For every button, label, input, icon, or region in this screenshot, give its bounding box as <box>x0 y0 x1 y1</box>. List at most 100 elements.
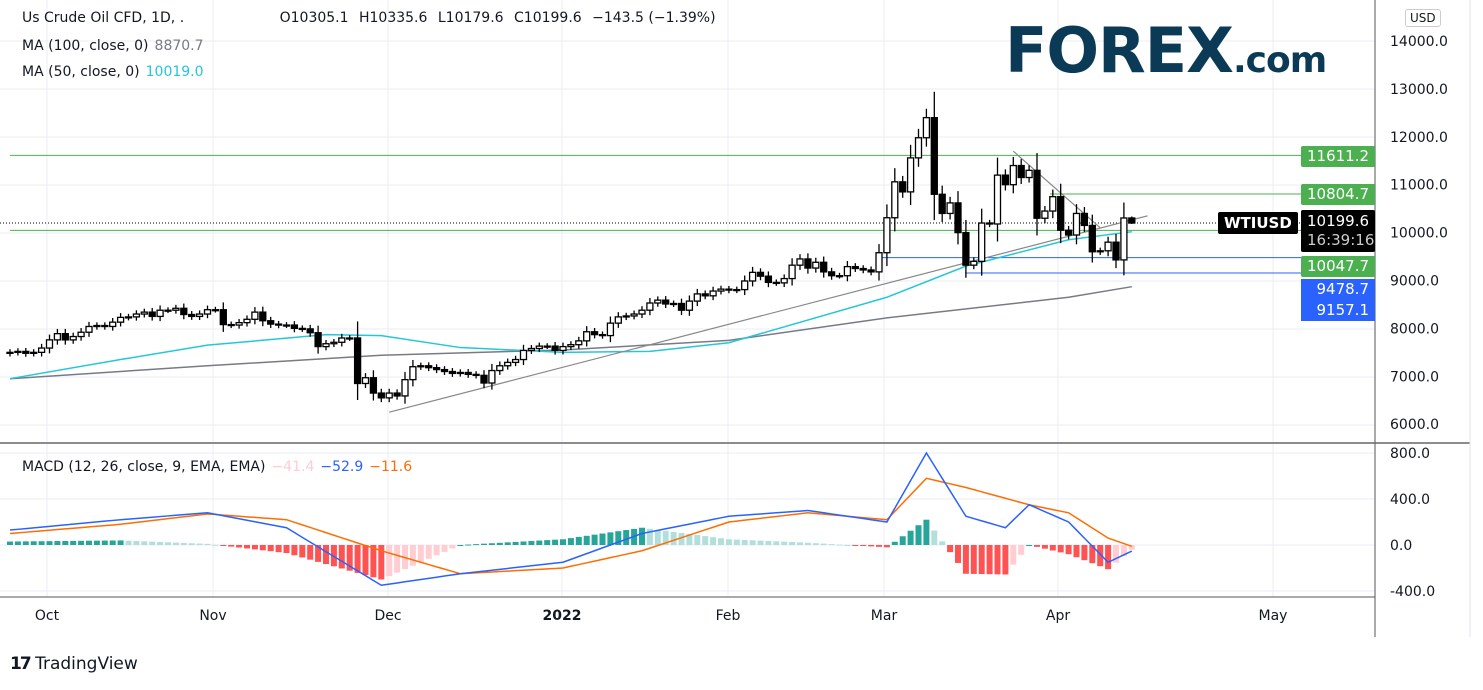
candle-body <box>195 313 204 318</box>
candle-body <box>835 275 844 278</box>
candle <box>124 313 133 321</box>
candle <box>527 345 536 354</box>
candle-body <box>756 271 765 277</box>
candle <box>1112 233 1120 269</box>
candle-body <box>764 275 773 284</box>
candle <box>606 316 615 343</box>
macd-histogram-bar <box>101 540 108 545</box>
candle <box>1017 159 1025 184</box>
candle <box>101 322 109 330</box>
candle-body <box>1080 212 1089 227</box>
macd-histogram-bar <box>93 540 100 545</box>
ohlc-open: O10305.1 <box>279 10 349 26</box>
candle-body <box>820 261 828 273</box>
candle-body <box>622 315 630 318</box>
macd-histogram-bar <box>836 544 843 546</box>
candle-body <box>425 365 433 369</box>
macd-line <box>9 451 1133 587</box>
candle-body <box>906 157 915 193</box>
price-tick-label: 12000.0 <box>1390 130 1448 146</box>
macd-histogram-bar <box>1057 545 1064 553</box>
macd-histogram-bar <box>14 541 21 545</box>
candle-body <box>1072 212 1081 236</box>
macd-histogram-bar <box>970 545 977 574</box>
macd-tick-label: 800.0 <box>1390 446 1430 462</box>
macd-histogram-bar <box>520 541 527 545</box>
candle-body <box>669 302 678 306</box>
candle <box>132 310 141 321</box>
candle-body <box>338 337 346 343</box>
candle-body <box>1057 196 1065 231</box>
macd-legend[interactable]: MACD (12, 26, close, 9, EMA, EMA) −41.4 −5… <box>22 459 418 475</box>
macd-histogram-bar <box>133 541 140 545</box>
macd-histogram-bar <box>354 545 361 573</box>
macd-histogram-bar <box>907 530 914 545</box>
candle <box>195 310 204 321</box>
time-tick-label: Dec <box>374 608 401 624</box>
candle-body <box>709 290 717 297</box>
macd-histogram-bar <box>623 530 630 545</box>
macd-histogram-bar <box>496 542 503 545</box>
macd-histogram-bar <box>504 542 511 545</box>
macd-histogram-bar <box>939 541 946 545</box>
candle <box>551 341 559 355</box>
macd-histogram-bar <box>741 539 748 545</box>
ma50-legend[interactable]: MA (50, close, 0) 10019.0 <box>22 64 210 80</box>
macd-histogram-bar <box>599 533 606 545</box>
macd-histogram-bar <box>362 545 369 576</box>
macd-histogram-bar <box>283 545 290 554</box>
candle <box>432 364 441 374</box>
candle <box>812 257 820 273</box>
candle <box>827 267 836 280</box>
candle <box>259 306 267 327</box>
candle <box>883 204 891 267</box>
candle-body <box>551 345 559 352</box>
macd-histogram-bar <box>70 540 77 545</box>
candle <box>172 304 180 314</box>
time-tick-label: Oct <box>35 608 60 624</box>
tradingview-logo[interactable]: 17 TradingView <box>10 654 138 674</box>
candle-body <box>116 316 125 323</box>
candle <box>701 290 709 300</box>
candle <box>37 343 46 357</box>
candle-body <box>1128 217 1136 224</box>
candle <box>409 359 417 387</box>
candle-body <box>867 269 875 273</box>
ma100-legend[interactable]: MA (100, close, 0) 8870.7 <box>22 38 210 54</box>
candle-body <box>519 349 528 361</box>
candle <box>685 295 694 316</box>
macd-histogram-bar <box>852 545 859 546</box>
candle-body <box>614 316 622 324</box>
candle-body <box>346 337 354 340</box>
candle-body <box>53 333 62 341</box>
candle-body <box>472 373 480 377</box>
candle <box>590 328 599 339</box>
candle-body <box>772 281 780 285</box>
candle-body <box>227 323 235 327</box>
candle-body <box>456 371 464 375</box>
macd-histogram-bar <box>488 543 495 545</box>
price-tick-label: 10000.0 <box>1390 226 1448 242</box>
candle <box>440 366 449 375</box>
candle-body <box>662 299 670 305</box>
candle-body <box>203 309 212 315</box>
candle-body <box>480 374 488 384</box>
currency-button[interactable]: USD <box>1405 9 1441 27</box>
last-price-tag: 10199.6 16:39:16 <box>1301 210 1375 252</box>
candle <box>401 371 409 404</box>
candle <box>567 341 575 351</box>
candle <box>1049 189 1057 219</box>
candle-body <box>85 325 93 333</box>
candle-body <box>314 332 322 348</box>
macd-histogram-bar <box>141 541 148 545</box>
candle-body <box>432 367 441 371</box>
ma50-label: MA (50, close, 0) <box>22 64 140 80</box>
candle-body <box>804 258 812 269</box>
macd-histogram-bar <box>149 541 156 545</box>
candle-body <box>1033 169 1041 219</box>
macd-histogram-bar <box>1120 545 1127 557</box>
candle <box>638 306 646 319</box>
price-tick-label: 9000.0 <box>1390 274 1439 290</box>
candle <box>322 339 330 351</box>
